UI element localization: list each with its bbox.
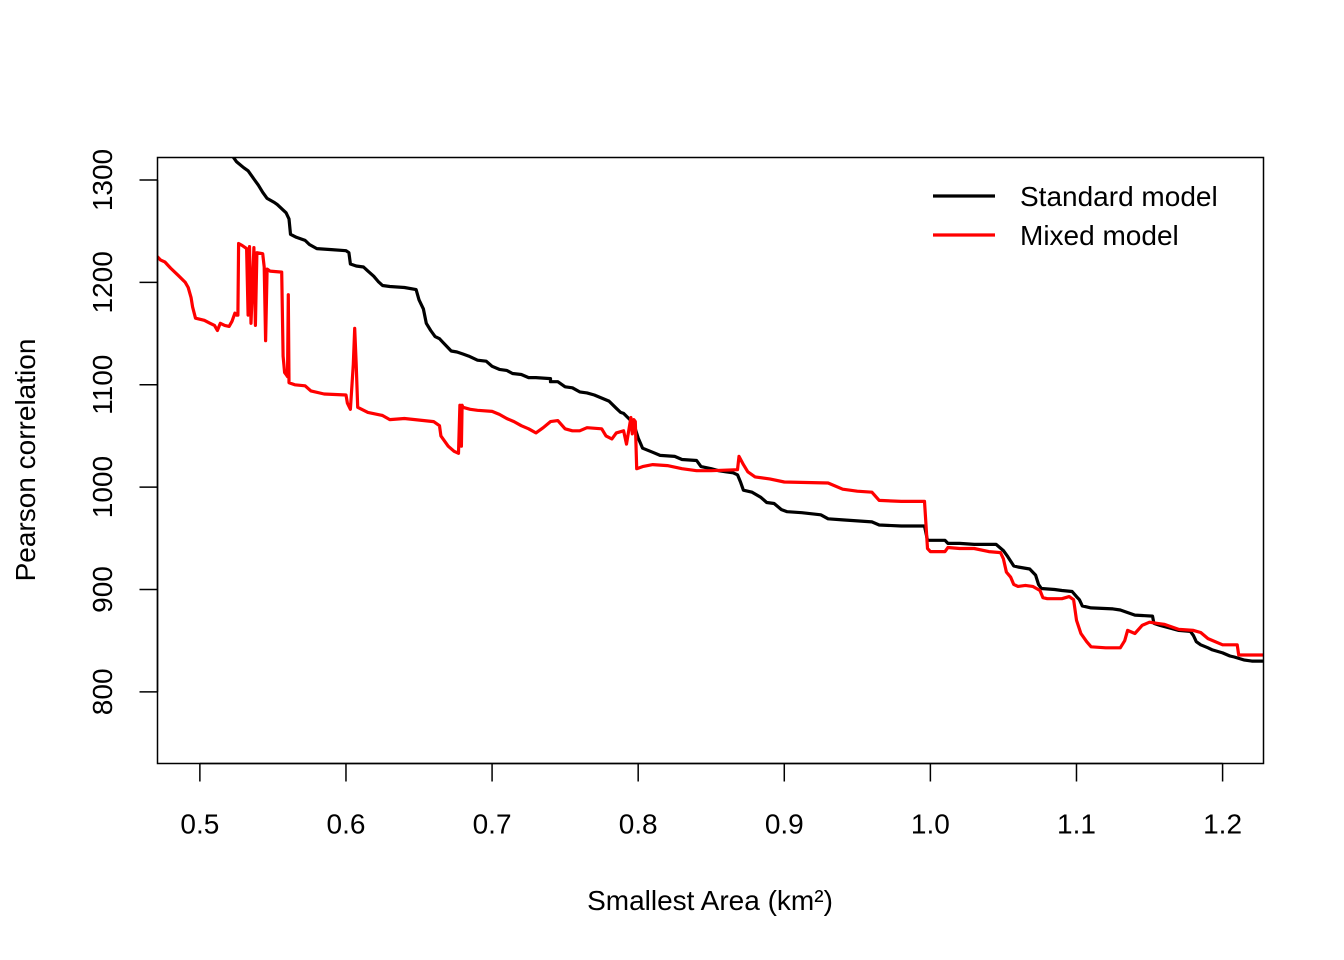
x-tick-label: 0.6 [327, 809, 366, 840]
y-tick-label: 1000 [87, 456, 118, 518]
x-tick-label: 0.7 [473, 809, 512, 840]
y-tick-label: 1300 [87, 149, 118, 211]
series-line-mixed-model [157, 241, 1264, 657]
x-tick-label: 0.8 [619, 809, 658, 840]
series-line-standard-model [231, 157, 1264, 663]
y-tick-label: 1100 [87, 355, 118, 415]
series-layer [157, 157, 1264, 663]
y-axis-title: Pearson correlation [10, 339, 41, 582]
x-tick-label: 1.1 [1057, 809, 1096, 840]
legend-label-mixed-model: Mixed model [1020, 220, 1179, 251]
y-axis: 800 900 1000 1100 1200 1300 [87, 149, 159, 715]
legend-label-standard-model: Standard model [1020, 181, 1218, 212]
y-tick-label: 1200 [87, 251, 118, 313]
x-tick-label: 1.0 [911, 809, 950, 840]
legend: Standard model Mixed model [933, 181, 1218, 251]
x-axis-title: Smallest Area (km²) [587, 885, 833, 916]
x-tick-label: 0.5 [180, 809, 219, 840]
y-tick-label: 900 [87, 566, 118, 613]
x-tick-label: 0.9 [765, 809, 804, 840]
x-axis: 0.5 0.6 0.7 0.8 0.9 1.0 1.1 1.2 [180, 762, 1242, 840]
y-tick-label: 800 [87, 668, 118, 715]
x-tick-label: 1.2 [1203, 809, 1242, 840]
